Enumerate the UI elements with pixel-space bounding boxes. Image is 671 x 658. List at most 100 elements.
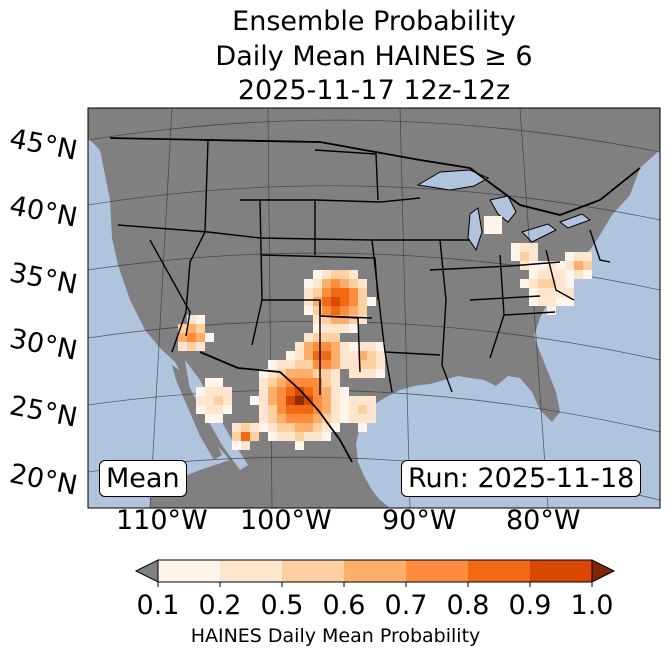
- probability-cell: [340, 342, 349, 351]
- probability-cell: [331, 378, 340, 387]
- probability-cell: [349, 360, 358, 369]
- probability-cell: [295, 369, 304, 378]
- probability-cell: [304, 306, 313, 315]
- probability-cell: [367, 342, 376, 351]
- probability-cell: [313, 324, 322, 333]
- probability-cell: [583, 270, 592, 279]
- probability-cell: [322, 315, 331, 324]
- probability-cell: [556, 297, 565, 306]
- probability-cell: [223, 396, 232, 405]
- probability-cell: [358, 369, 367, 378]
- probability-cell: [358, 288, 367, 297]
- probability-cell: [511, 252, 520, 261]
- probability-cell: [520, 279, 529, 288]
- probability-cell: [556, 270, 565, 279]
- probability-cell: [313, 279, 322, 288]
- probability-cell: [295, 378, 304, 387]
- probability-cell: [538, 270, 547, 279]
- probability-cell: [538, 297, 547, 306]
- probability-cell: [376, 342, 385, 351]
- probability-cell: [331, 315, 340, 324]
- probability-cell: [358, 279, 367, 288]
- probability-cell: [565, 252, 574, 261]
- probability-cell: [277, 360, 286, 369]
- probability-cell: [205, 378, 214, 387]
- probability-cell: [259, 405, 268, 414]
- probability-cell: [340, 414, 349, 423]
- probability-cell: [331, 387, 340, 396]
- lon-label-80w: 80°W: [506, 505, 581, 536]
- state-borders: [117, 139, 611, 395]
- probability-cell: [529, 297, 538, 306]
- probability-cell: [214, 405, 223, 414]
- colorbar-segment: [282, 560, 345, 582]
- probability-cell: [295, 396, 304, 405]
- probability-cell: [304, 432, 313, 441]
- colorbar-tick-label: 0.6: [322, 590, 366, 621]
- probability-cell: [286, 351, 295, 360]
- probability-cell: [340, 270, 349, 279]
- probability-cell: [187, 333, 196, 342]
- probability-cell: [529, 279, 538, 288]
- probability-cell: [358, 423, 367, 432]
- probability-cell: [358, 360, 367, 369]
- probability-cell: [313, 351, 322, 360]
- probability-cell: [322, 378, 331, 387]
- probability-cell: [367, 351, 376, 360]
- title-line-1: Ensemble Probability: [232, 6, 516, 37]
- probability-cell: [196, 333, 205, 342]
- probability-cell: [223, 387, 232, 396]
- probability-cell: [340, 279, 349, 288]
- probability-cell: [259, 378, 268, 387]
- probability-cell: [331, 306, 340, 315]
- probability-cell: [511, 243, 520, 252]
- probability-cell: [349, 279, 358, 288]
- probability-cell: [187, 315, 196, 324]
- probability-cell: [547, 306, 556, 315]
- probability-cell: [268, 414, 277, 423]
- probability-cell: [250, 432, 259, 441]
- probability-cell: [322, 414, 331, 423]
- probability-cell: [331, 279, 340, 288]
- probability-cell: [313, 288, 322, 297]
- probability-cell: [331, 423, 340, 432]
- probability-cell: [313, 414, 322, 423]
- probability-cell: [304, 288, 313, 297]
- probability-cell: [547, 279, 556, 288]
- probability-cell: [322, 324, 331, 333]
- probability-cell: [547, 297, 556, 306]
- probability-cell: [313, 360, 322, 369]
- probability-cell: [313, 378, 322, 387]
- probability-cell: [232, 441, 241, 450]
- probability-cell: [313, 423, 322, 432]
- probability-cell: [358, 297, 367, 306]
- probability-cell: [322, 306, 331, 315]
- probability-cell: [340, 351, 349, 360]
- probability-cell: [313, 369, 322, 378]
- probability-cell: [277, 423, 286, 432]
- colorbar-tick-label: 1.0: [570, 590, 614, 621]
- probability-cell: [538, 261, 547, 270]
- probability-cell: [529, 252, 538, 261]
- probability-cell: [484, 225, 493, 234]
- probability-cell: [331, 288, 340, 297]
- probability-cell: [574, 261, 583, 270]
- probability-cell: [349, 369, 358, 378]
- probability-cell: [349, 351, 358, 360]
- probability-cell: [295, 414, 304, 423]
- probability-cell: [565, 270, 574, 279]
- probability-cell: [331, 396, 340, 405]
- probability-cell: [268, 387, 277, 396]
- probability-cell: [286, 360, 295, 369]
- probability-cell: [214, 396, 223, 405]
- probability-cell: [322, 288, 331, 297]
- probability-cell: [547, 288, 556, 297]
- colorbar-segment: [220, 560, 283, 582]
- run-date-box: Run: 2025-11-18: [401, 460, 642, 497]
- probability-cell: [556, 261, 565, 270]
- probability-cell: [259, 396, 268, 405]
- probability-cell: [331, 369, 340, 378]
- probability-cell: [268, 396, 277, 405]
- map-border: [87, 107, 661, 509]
- colorbar-segment: [406, 560, 469, 582]
